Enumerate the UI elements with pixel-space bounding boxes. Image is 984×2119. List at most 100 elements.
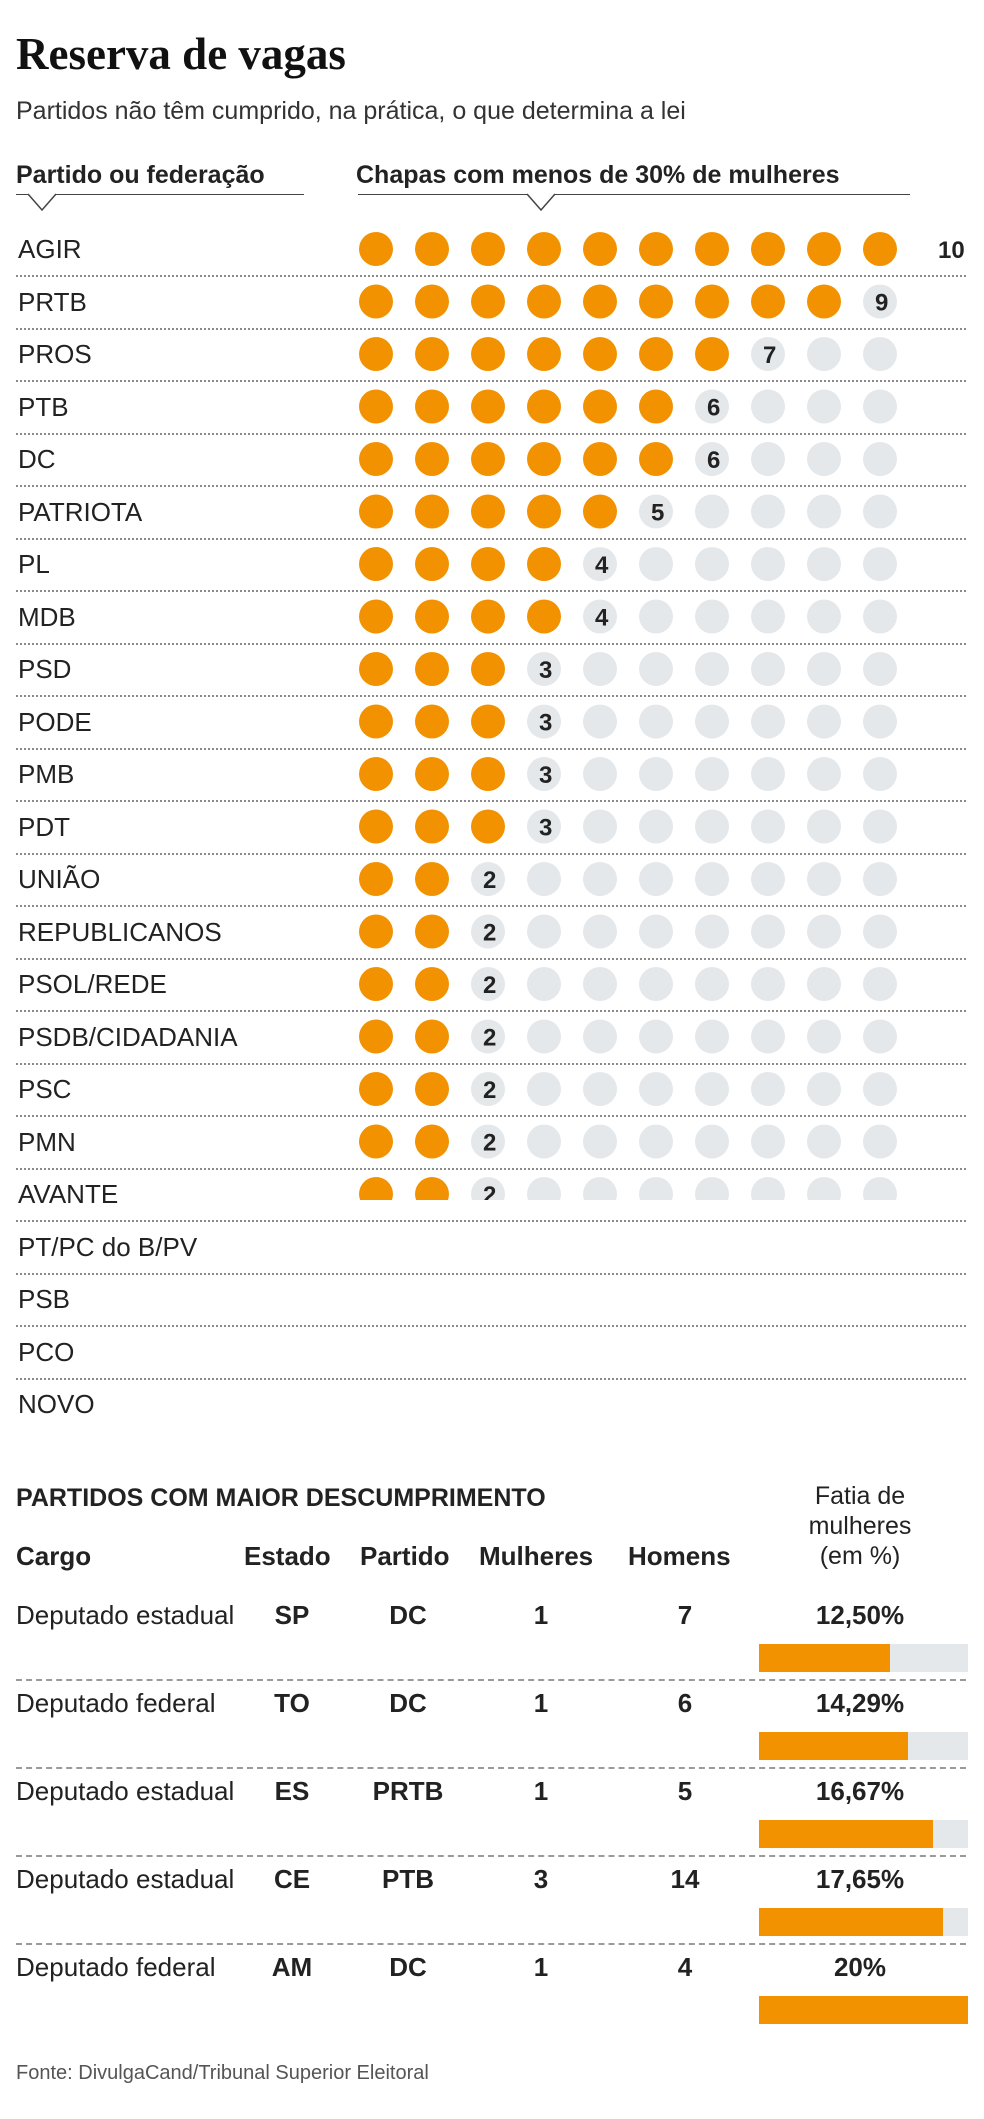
- empty-dot: [583, 967, 617, 1001]
- filled-dot: [359, 914, 393, 949]
- filled-dot: [471, 547, 505, 581]
- filled-dot: [583, 284, 617, 319]
- filled-dot: [415, 1124, 449, 1159]
- filled-dot: [415, 284, 449, 319]
- filled-dot: [359, 1177, 393, 1200]
- empty-dot: [807, 652, 841, 686]
- empty-dot: [695, 1019, 729, 1054]
- empty-dot: [807, 704, 841, 739]
- header-partido: Partido: [360, 1541, 450, 1571]
- filled-dot: [415, 862, 449, 896]
- party-name: PSD: [18, 654, 72, 684]
- party-name: PL: [18, 549, 50, 579]
- filled-dot: [359, 232, 393, 266]
- empty-dot: [583, 1019, 617, 1054]
- empty-dot: [863, 547, 897, 581]
- empty-dot: [695, 389, 729, 424]
- share-bar-fill: [759, 1644, 890, 1672]
- party-header-underline: [16, 194, 304, 195]
- filled-dot: [415, 232, 449, 266]
- filled-dot: [527, 494, 561, 529]
- filled-dot: [359, 337, 393, 371]
- filled-dot: [471, 652, 505, 686]
- value-label: 2: [483, 1025, 496, 1052]
- value-label: 4: [595, 605, 609, 632]
- empty-dot: [639, 547, 673, 581]
- empty-dot: [863, 1019, 897, 1054]
- share-bar-track: [759, 1644, 968, 1672]
- empty-dot: [807, 862, 841, 896]
- filled-dot: [751, 284, 785, 319]
- value-label: 10: [938, 237, 965, 264]
- filled-dot: [359, 1124, 393, 1159]
- party-name: UNIÃO: [18, 864, 101, 894]
- empty-dot: [527, 757, 561, 791]
- filled-dot: [471, 284, 505, 319]
- empty-dot: [863, 757, 897, 791]
- empty-dot: [695, 1072, 729, 1106]
- row-divider: [16, 537, 966, 540]
- filled-dot: [359, 862, 393, 896]
- filled-dot: [471, 232, 505, 266]
- filled-dot: [359, 547, 393, 581]
- empty-dot: [863, 1177, 897, 1200]
- filled-dot: [471, 442, 505, 476]
- party-name: PRTB: [18, 286, 87, 317]
- filled-dot: [471, 809, 505, 844]
- table-title: PARTIDOS COM MAIOR DESCUMPRIMENTO: [16, 1484, 546, 1512]
- cell-partido: PTB: [382, 1864, 434, 1894]
- value-label: 2: [483, 972, 496, 999]
- filled-dot: [527, 232, 561, 266]
- filled-dot: [807, 232, 841, 266]
- empty-dot: [807, 1177, 841, 1200]
- empty-dot: [863, 809, 897, 844]
- cell-estado: CE: [273, 1864, 311, 1894]
- empty-dot: [863, 1124, 897, 1159]
- empty-dot: [527, 862, 561, 896]
- party-name: PTB: [18, 391, 69, 422]
- cell-mulheres: 1: [533, 1688, 549, 1718]
- filled-dot: [695, 337, 729, 371]
- cell-fatia: 14,29%: [815, 1688, 905, 1718]
- filled-dot: [527, 284, 561, 319]
- empty-dot: [751, 389, 785, 424]
- empty-dot: [471, 1019, 505, 1054]
- filled-dot: [639, 284, 673, 319]
- filled-dot: [471, 757, 505, 791]
- empty-dot: [751, 442, 785, 476]
- empty-dot: [863, 967, 897, 1001]
- empty-dot: [583, 757, 617, 791]
- row-divider: [16, 642, 966, 645]
- row-divider: [16, 1010, 966, 1012]
- filled-dot: [863, 232, 897, 266]
- row-divider: [16, 327, 966, 330]
- empty-dot: [695, 914, 729, 949]
- filled-dot: [527, 442, 561, 476]
- value-label: 2: [483, 1130, 496, 1157]
- empty-dot: [527, 652, 561, 686]
- empty-dot: [751, 1019, 785, 1054]
- filled-dot: [583, 337, 617, 371]
- cell-cargo: Deputado federal: [16, 1952, 216, 1982]
- empty-dot: [751, 809, 785, 844]
- empty-dot: [751, 547, 785, 581]
- filled-dot: [471, 337, 505, 371]
- filled-dot: [415, 547, 449, 581]
- cell-homens: 6: [677, 1688, 693, 1718]
- cell-homens: 4: [677, 1952, 693, 1982]
- empty-dot: [527, 1124, 561, 1159]
- row-divider: [16, 1377, 966, 1380]
- party-name: PSDB/CIDADANIA: [18, 1021, 238, 1052]
- value-label: 2: [483, 1077, 496, 1104]
- empty-dot: [695, 809, 729, 844]
- filled-dot: [415, 809, 449, 844]
- empty-dot: [695, 494, 729, 529]
- filled-dot: [415, 337, 449, 371]
- cell-fatia: 20%: [833, 1952, 887, 1982]
- header-fatia: Fatia de mulheres (em %): [760, 1481, 960, 1571]
- header-fatia-line1: Fatia de: [814, 1482, 906, 1510]
- filled-dot: [415, 389, 449, 424]
- party-name: PDT: [18, 811, 70, 842]
- value-label: 3: [539, 762, 552, 789]
- row-divider: [16, 695, 966, 697]
